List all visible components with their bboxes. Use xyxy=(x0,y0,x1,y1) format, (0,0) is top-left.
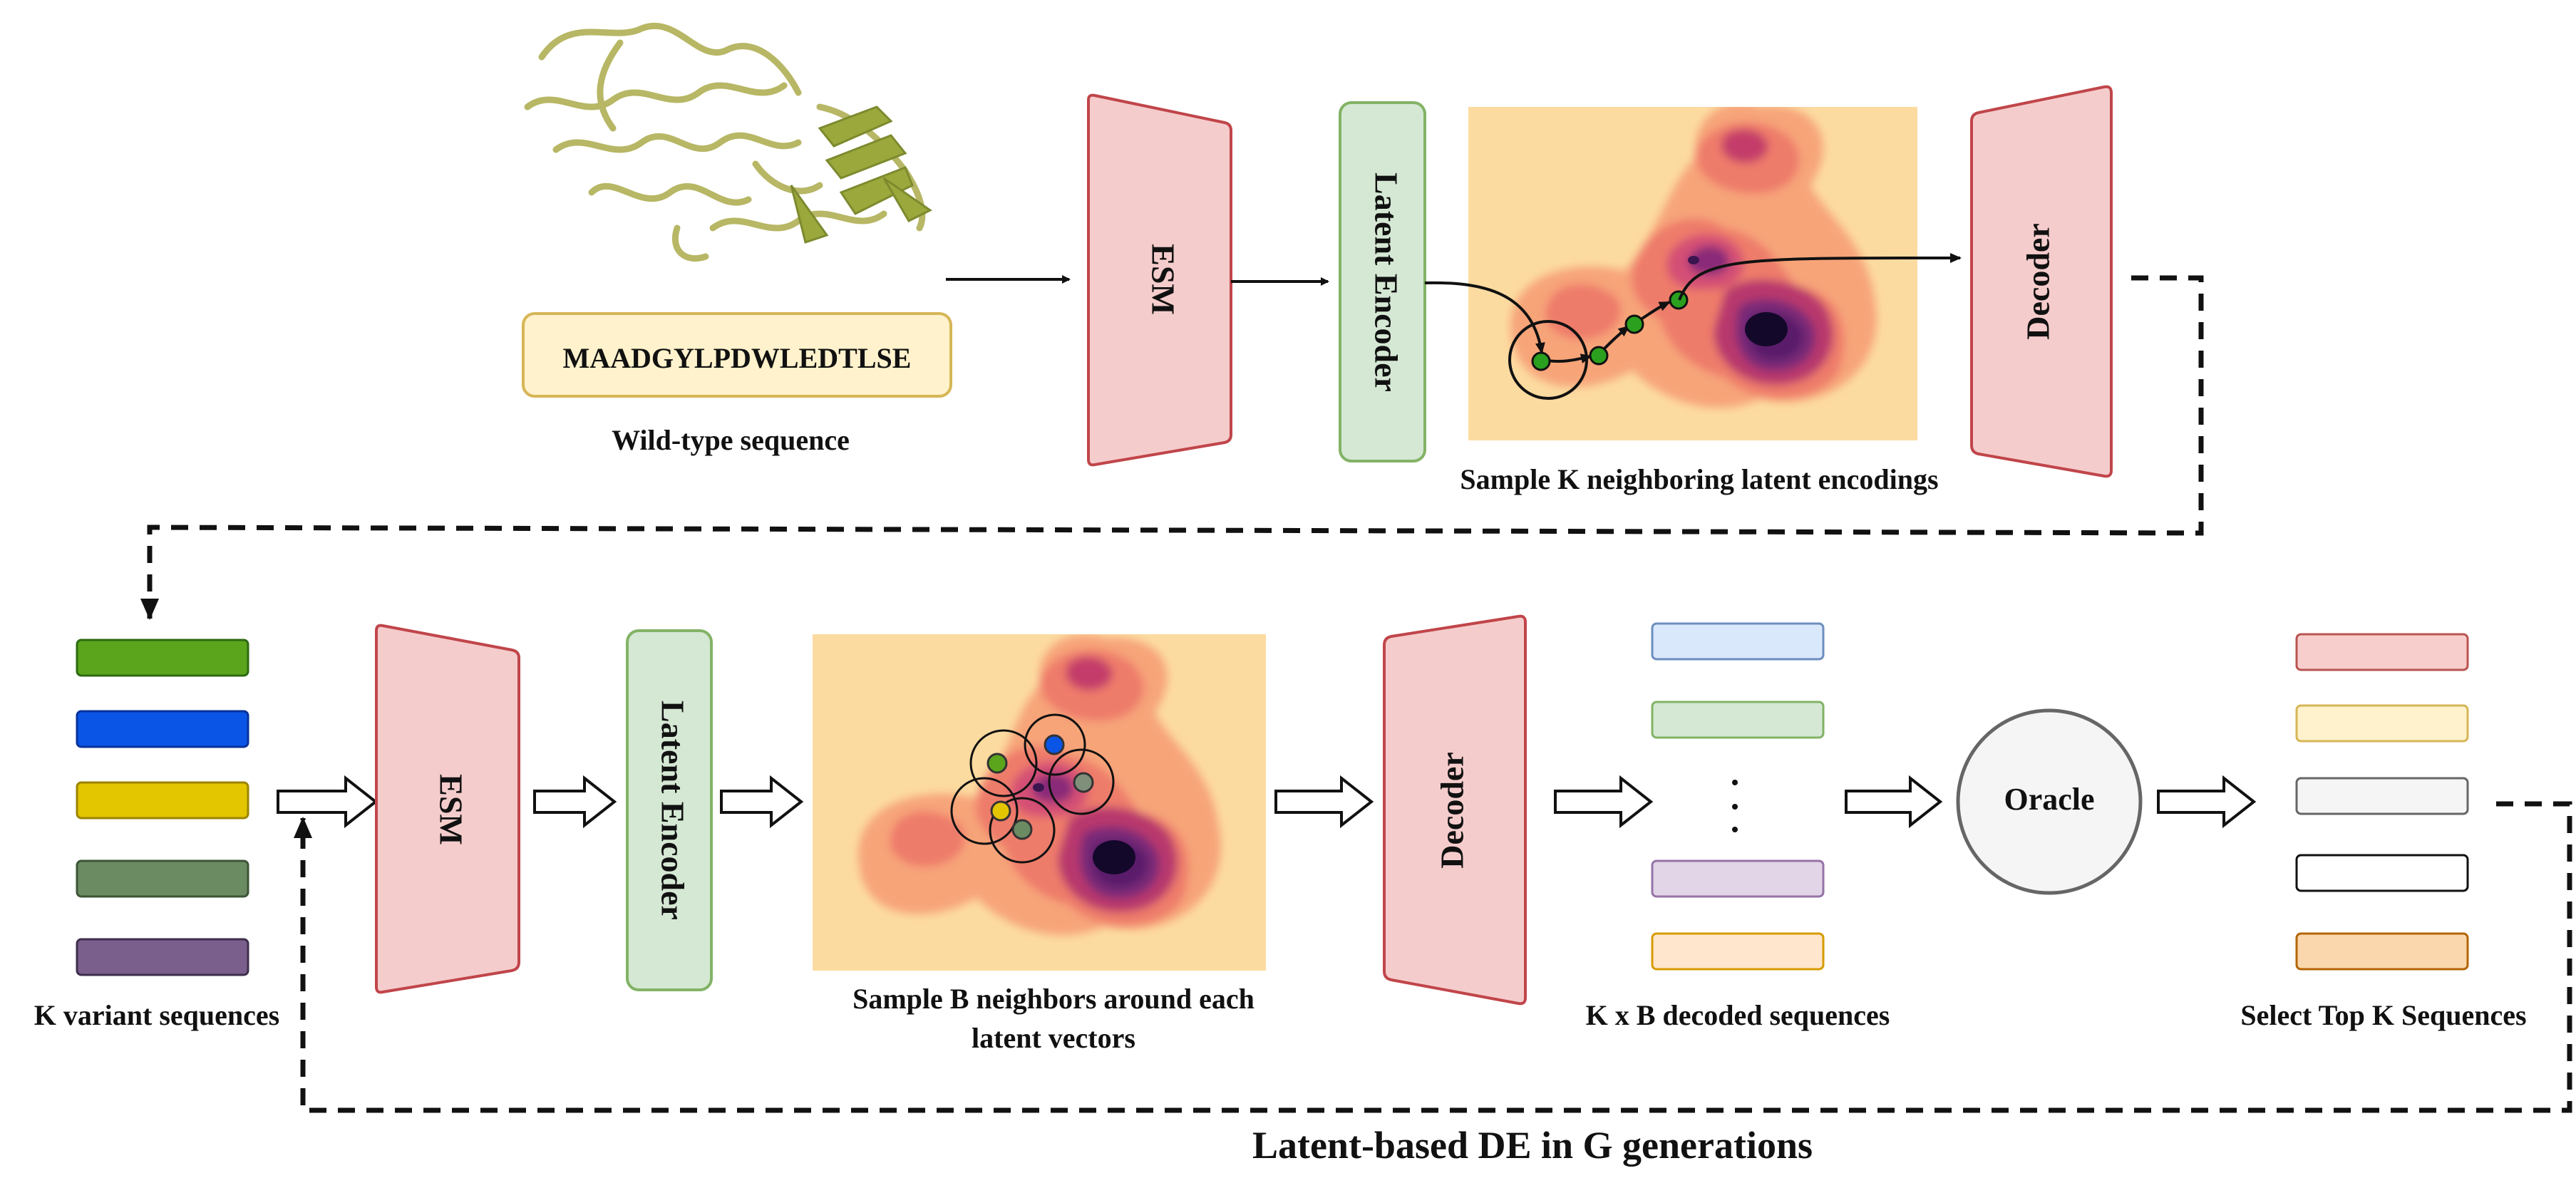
latent-landscape-bottom xyxy=(813,634,1266,971)
selected-sequence-bar xyxy=(2295,704,2469,743)
sample-k-label: Sample K neighboring latent encodings xyxy=(1460,463,1938,495)
block-arrow-oracle-to-select xyxy=(2157,775,2257,829)
latent-landscape-top xyxy=(1468,107,1917,440)
block-arrow-decoder-to-decoded xyxy=(1554,775,1654,829)
block-arrow-variants-to-esm xyxy=(277,775,378,829)
protein-beta-sheet-icon xyxy=(790,105,932,244)
variant-sequence-bar xyxy=(76,938,249,976)
decoder-label-top: Decoder xyxy=(2020,223,2056,339)
selected-sequence-bar xyxy=(2295,777,2469,815)
arrow-encoder-to-landscape xyxy=(1424,281,1545,354)
variant-sequence-bar xyxy=(76,710,249,748)
decoded-sequence-bar xyxy=(1651,859,1825,898)
esm-block-bottom xyxy=(375,624,520,994)
decoder-block-bottom xyxy=(1383,614,1527,1006)
wild-type-sequence-text: MAADGYLPDWLEDTLSE xyxy=(563,342,912,374)
sample-b-label-line2: latent vectors xyxy=(972,1022,1135,1054)
variant-sequence-bar xyxy=(76,859,249,898)
sampling-neighborhood-circles-bottom xyxy=(950,713,1115,864)
select-top-k-label: Select Top K Sequences xyxy=(2240,999,2526,1031)
variant-sequence-list xyxy=(76,639,249,976)
arrow-landscape-to-decoder xyxy=(1678,252,1962,301)
decoded-ellipsis xyxy=(1732,780,1738,832)
protein-structure-icon xyxy=(524,22,926,262)
selected-sequence-bar xyxy=(2295,932,2469,971)
block-arrow-encoder-to-landscape xyxy=(720,775,804,829)
decoded-sequence-list xyxy=(1651,622,1825,971)
esm-label-top: ESM xyxy=(1145,244,1181,315)
k-variant-label: K variant sequences xyxy=(34,999,279,1031)
variant-sequence-bar xyxy=(76,639,249,677)
selected-sequence-bar xyxy=(2295,854,2469,892)
decoded-label: K x B decoded sequences xyxy=(1586,999,1890,1031)
selected-sequence-bar xyxy=(2295,633,2469,671)
selected-sequence-list xyxy=(2295,633,2469,971)
decoded-sequence-bar xyxy=(1651,701,1825,739)
esm-label-bottom: ESM xyxy=(433,774,469,845)
dashed-loop-connector xyxy=(294,801,2572,1113)
block-arrows xyxy=(277,775,2257,829)
block-arrow-esm-to-encoder xyxy=(533,775,617,829)
latent-encoder-label-top: Latent Encoder xyxy=(1368,172,1404,392)
loop-label: Latent-based DE in G generations xyxy=(1252,1124,1813,1167)
oracle-label: Oracle xyxy=(2004,782,2094,817)
decoder-block-top xyxy=(1970,85,2113,478)
block-arrow-landscape-to-decoder xyxy=(1274,775,1374,829)
decoded-sequence-bar xyxy=(1651,622,1825,661)
latent-points-top xyxy=(1531,290,1689,371)
esm-block-top xyxy=(1087,93,1232,467)
latent-encoder-label-bottom: Latent Encoder xyxy=(654,701,691,920)
latent-points-bottom xyxy=(986,734,1094,840)
oracle-node xyxy=(1956,708,2143,895)
sample-b-label-line1: Sample B neighbors around each xyxy=(852,983,1254,1015)
variant-sequence-bar xyxy=(76,781,249,820)
wild-type-sequence-box xyxy=(522,312,952,398)
block-arrow-decoded-to-oracle xyxy=(1845,775,1943,829)
decoder-label-bottom: Decoder xyxy=(1434,752,1470,868)
latent-encoder-block-bottom xyxy=(626,629,713,991)
wild-type-label: Wild-type sequence xyxy=(612,424,850,456)
decoded-sequence-bar xyxy=(1651,932,1825,971)
dashed-connector-top-to-bottom xyxy=(140,275,2204,620)
